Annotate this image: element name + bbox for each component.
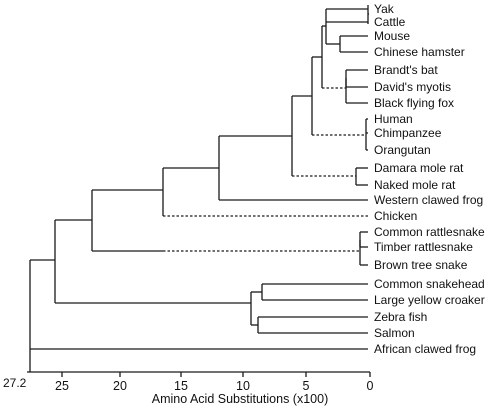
x-axis-tick-label: 20: [113, 379, 127, 393]
leaf-label: Cattle: [374, 15, 406, 29]
x-axis-tick-label: 10: [236, 379, 250, 393]
leaf-label: Western clawed frog: [374, 193, 483, 207]
leaf-label: Black flying fox: [374, 96, 454, 110]
leaf-label: Chimpanzee: [374, 126, 442, 140]
leaf-label: Damara mole rat: [374, 161, 464, 175]
x-axis: 25 20 15 10 5 0: [27, 371, 374, 393]
tree-branches: [29, 5, 369, 372]
x-axis-tick-label: 15: [174, 379, 188, 393]
x-axis-title: Amino Acid Substitutions (x100): [152, 392, 328, 406]
leaf-label: Common rattlesnake: [374, 225, 485, 239]
x-axis-tick-label: 25: [55, 379, 69, 393]
leaf-label: Common snakehead: [374, 277, 485, 291]
leaf-label: Orangutan: [374, 143, 431, 157]
x-axis-tick-label: 0: [367, 379, 374, 393]
leaf-label: Chicken: [374, 209, 417, 223]
leaf-label: Brown tree snake: [374, 258, 468, 272]
leaf-label: Chinese hamster: [374, 45, 465, 59]
root-distance-label: 27.2: [3, 376, 27, 390]
leaf-label: Large yellow croaker: [374, 293, 485, 307]
leaf-label: Yak: [374, 2, 395, 16]
leaf-label: David's myotis: [374, 80, 451, 94]
leaf-label: African clawed frog: [374, 342, 476, 356]
leaf-label: Salmon: [374, 326, 415, 340]
leaf-label: Zebra fish: [374, 310, 427, 324]
leaf-label: Mouse: [374, 29, 410, 43]
x-axis-tick-label: 5: [303, 379, 310, 393]
x-axis-ticks: 25 20 15 10 5 0: [55, 372, 374, 393]
leaf-label: Naked mole rat: [374, 178, 456, 192]
leaf-label: Human: [374, 112, 413, 126]
leaf-label: Brandt's bat: [374, 63, 438, 77]
leaf-label: Timber rattlesnake: [374, 240, 473, 254]
